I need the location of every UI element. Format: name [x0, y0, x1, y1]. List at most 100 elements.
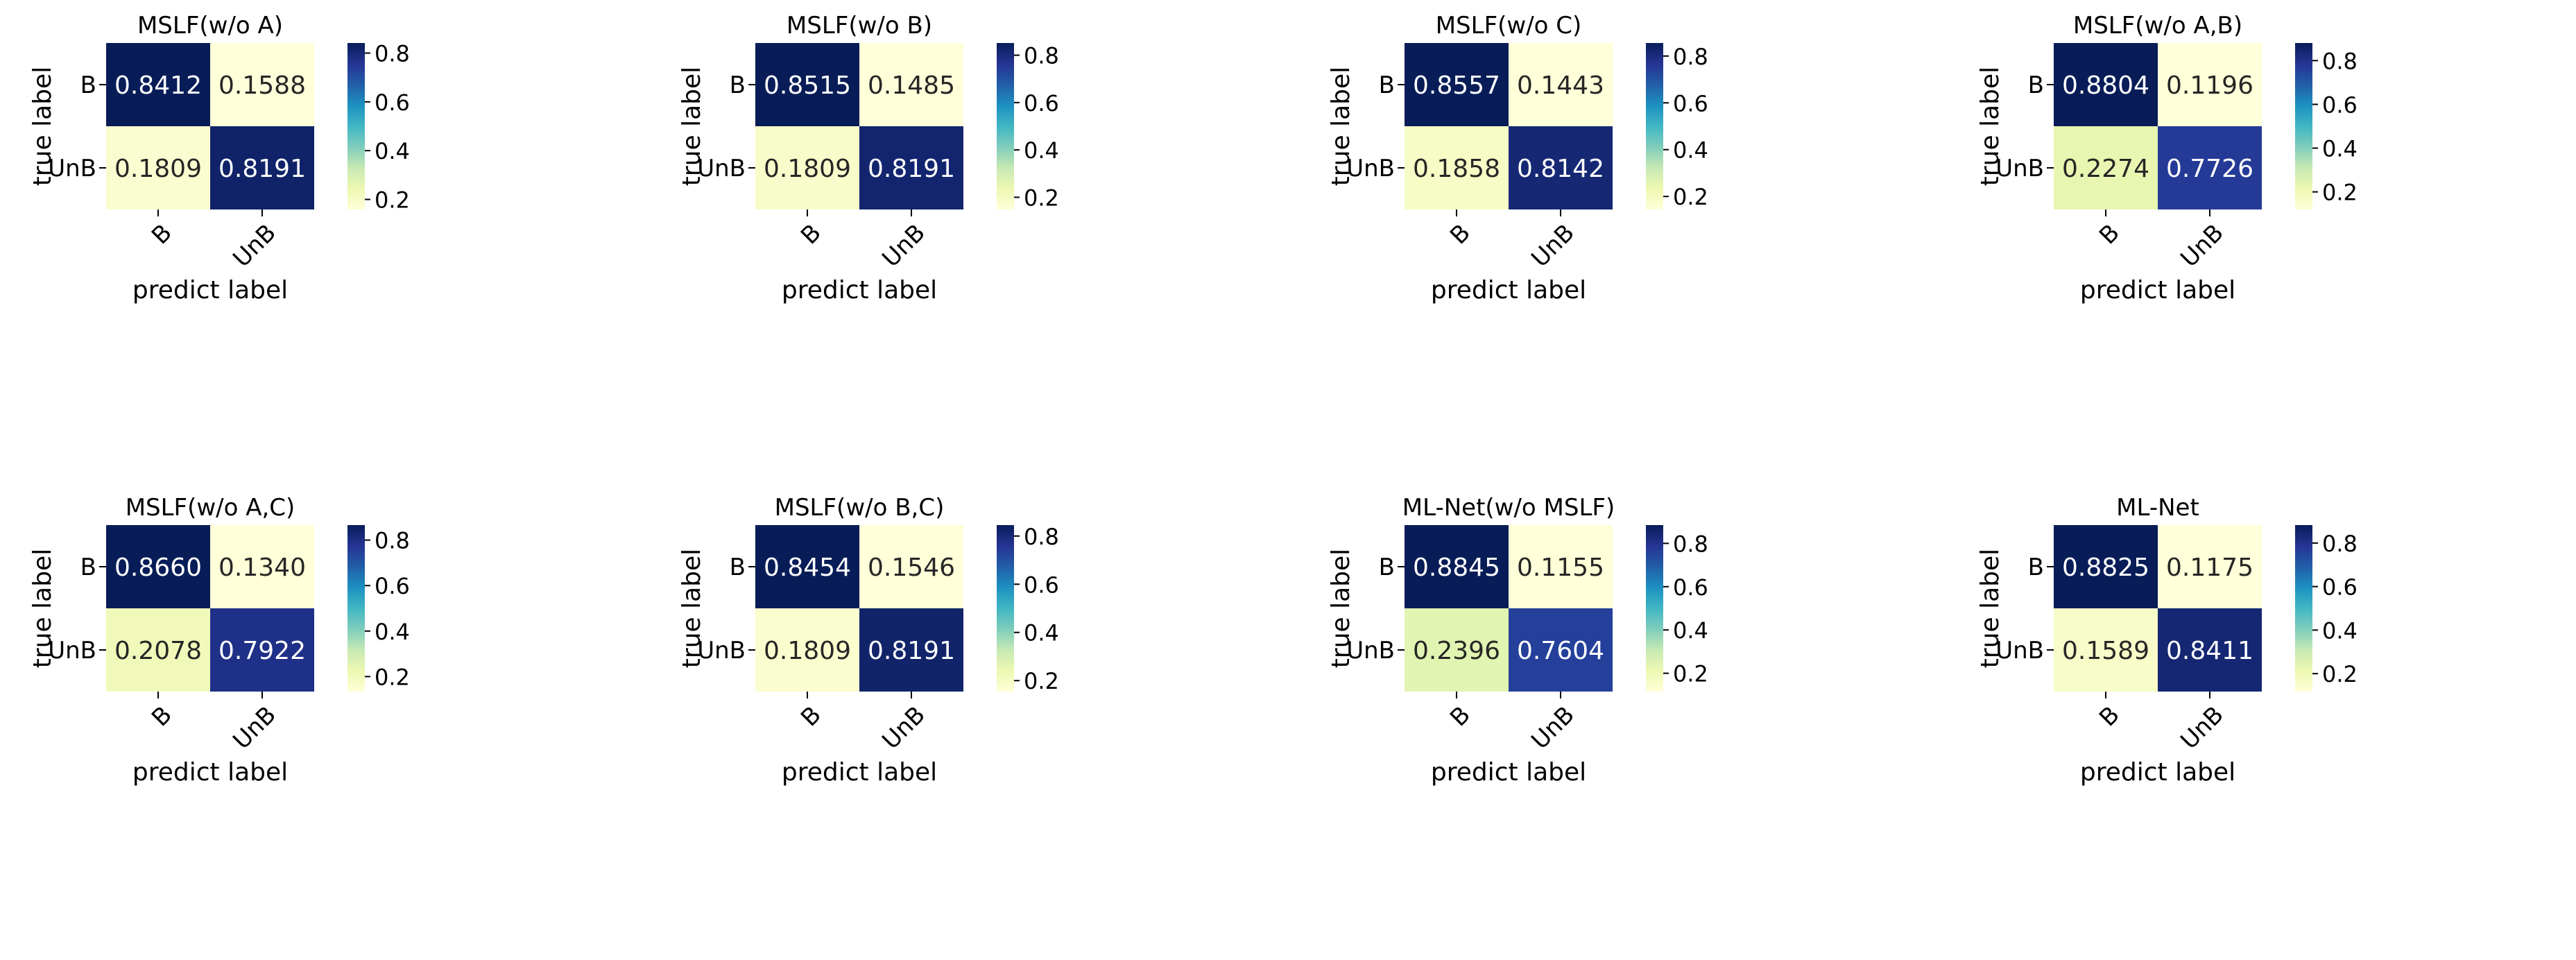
colorbar	[1646, 43, 1663, 209]
y-tick-label: UnB	[48, 155, 96, 182]
y-tick-label: B	[730, 71, 746, 99]
x-tick-label: UnB	[227, 701, 282, 755]
colorbar-tick-label: 0.6	[2322, 574, 2358, 601]
y-tick-label: UnB	[1346, 155, 1395, 182]
chart-title: ML-Net(w/o MSLF)	[1402, 494, 1615, 522]
heatmap-cell	[1509, 608, 1613, 692]
heatmap-cell	[1405, 43, 1509, 126]
colorbar-tick-label: 0.6	[2322, 92, 2358, 118]
x-axis-label: predict label	[132, 276, 288, 305]
heatmap-cell	[210, 126, 314, 209]
colorbar-tick-label: 0.2	[1024, 668, 1059, 694]
y-axis-label: true label	[28, 549, 57, 668]
y-tick-label: B	[1379, 554, 1395, 581]
y-tick-label: B	[730, 554, 746, 581]
colorbar-tick-label: 0.6	[1673, 90, 1708, 117]
x-tick-label: B	[796, 219, 827, 250]
colorbar	[997, 43, 1014, 209]
cell-value-label: 0.8411	[2166, 637, 2253, 665]
heatmap-panel-1: MSLF(w/o A) 0.8412 0.1588 0.1809 0.8191 B UnB B…	[28, 12, 410, 305]
x-tick-label: UnB	[2175, 219, 2229, 273]
cell-value-label: 0.8191	[218, 155, 306, 183]
heatmap-cell	[2158, 43, 2262, 126]
x-tick-label: UnB	[2175, 701, 2229, 755]
colorbar-tick-label: 0.8	[1024, 43, 1059, 69]
colorbar-tick-label: 0.2	[375, 187, 410, 214]
heatmap-cell	[2158, 126, 2262, 209]
colorbar-tick-label: 0.2	[375, 664, 410, 690]
colorbar-tick-label: 0.8	[1024, 524, 1059, 550]
heatmap-panel-2: MSLF(w/o B) 0.8515 0.1485 0.1809 0.8191 B UnB B…	[678, 12, 1059, 305]
heatmap-panel-3: MSLF(w/o C) 0.8557 0.1443 0.1858 0.8142 B UnB B…	[1327, 12, 1708, 305]
x-axis-label: predict label	[1431, 276, 1586, 305]
x-tick-label: UnB	[1526, 701, 1580, 755]
heatmap-cell	[859, 126, 963, 209]
x-tick-label: B	[146, 219, 178, 250]
cell-value-label: 0.1858	[1413, 155, 1500, 183]
x-axis-label: predict label	[2080, 758, 2235, 787]
heatmap-cell	[755, 126, 859, 209]
cell-value-label: 0.8191	[868, 637, 955, 665]
heatmap-cell	[1509, 126, 1613, 209]
chart-title: MSLF(w/o A)	[137, 12, 283, 40]
heatmap-cell	[2158, 608, 2262, 692]
colorbar-tick-label: 0.2	[1024, 185, 1059, 211]
colorbar-tick-label: 0.6	[375, 89, 410, 116]
chart-title: MSLF(w/o A,C)	[126, 494, 295, 522]
x-tick-label: B	[2094, 219, 2125, 250]
colorbar-tick-label: 0.8	[1673, 44, 1708, 70]
heatmap-cell	[106, 126, 210, 209]
y-tick-label: B	[2028, 554, 2044, 581]
x-tick-label: B	[1445, 701, 1476, 732]
heatmap-cell	[210, 525, 314, 608]
heatmap-cell	[1405, 525, 1509, 608]
heatmap-cell	[755, 43, 859, 126]
heatmap-cell	[106, 43, 210, 126]
colorbar-tick-label: 0.2	[2322, 661, 2358, 687]
heatmap-cell	[2054, 43, 2158, 126]
x-tick-label: UnB	[877, 701, 931, 755]
colorbar	[347, 525, 365, 692]
colorbar-tick-label: 0.4	[375, 138, 410, 164]
x-axis-label: predict label	[1431, 758, 1586, 787]
colorbar	[347, 43, 365, 209]
cell-value-label: 0.7922	[218, 637, 306, 665]
heatmap-panel-8: ML-Net 0.8825 0.1175 0.1589 0.8411 B UnB B UnB pr…	[1976, 494, 2358, 787]
cell-value-label: 0.8142	[1517, 155, 1604, 183]
colorbar-tick-label: 0.4	[375, 619, 410, 645]
cell-value-label: 0.1196	[2166, 71, 2253, 100]
colorbar-tick-label: 0.2	[1673, 661, 1708, 687]
colorbar-tick-label: 0.4	[1024, 620, 1059, 646]
x-tick-label: B	[796, 701, 827, 732]
y-tick-label: UnB	[1346, 637, 1395, 665]
y-tick-label: B	[80, 554, 96, 581]
cell-value-label: 0.1809	[764, 155, 851, 183]
cell-value-label: 0.8515	[764, 71, 851, 100]
chart-title: MSLF(w/o C)	[1436, 12, 1582, 40]
colorbar-tick-label: 0.6	[1024, 90, 1059, 117]
cell-value-label: 0.8804	[2062, 71, 2149, 100]
cell-value-label: 0.8412	[114, 71, 202, 100]
cell-value-label: 0.8454	[764, 554, 851, 582]
chart-title: ML-Net	[2116, 494, 2199, 522]
y-tick-label: UnB	[697, 155, 746, 182]
y-axis-label: true label	[678, 549, 706, 668]
x-tick-label: UnB	[227, 219, 282, 273]
y-axis-label: true label	[678, 67, 706, 186]
y-axis-label: true label	[1976, 67, 2004, 186]
colorbar-tick-label: 0.8	[1673, 531, 1708, 557]
chart-title: MSLF(w/o B)	[787, 12, 932, 40]
colorbar-tick-label: 0.4	[2322, 136, 2358, 162]
x-axis-label: predict label	[2080, 276, 2235, 305]
y-axis-label: true label	[28, 67, 57, 186]
colorbar-tick-label: 0.6	[1673, 574, 1708, 601]
heatmap-cell	[859, 525, 963, 608]
heatmap-cell	[755, 608, 859, 692]
heatmap-cell	[210, 608, 314, 692]
colorbar-tick-label: 0.4	[1673, 137, 1708, 164]
heatmap-cell	[1405, 608, 1509, 692]
heatmap-cell	[2054, 608, 2158, 692]
heatmap-panel-4: MSLF(w/o A,B) 0.8804 0.1196 0.2274 0.7726 B Un…	[1976, 12, 2358, 305]
cell-value-label: 0.2078	[114, 637, 202, 665]
cell-value-label: 0.8825	[2062, 554, 2149, 582]
